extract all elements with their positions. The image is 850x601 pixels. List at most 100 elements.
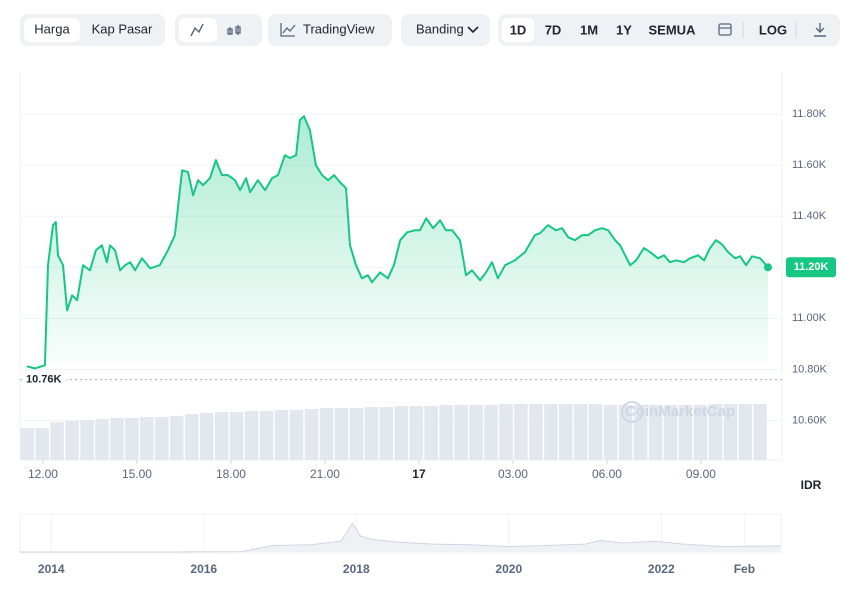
range-button[interactable]: SEMUA xyxy=(649,22,697,37)
volume-bar xyxy=(364,407,379,460)
volume-bar xyxy=(633,405,648,460)
line-icon xyxy=(190,23,204,37)
navigator-area xyxy=(20,523,781,552)
volume-bar xyxy=(738,404,753,460)
volume-bar xyxy=(214,412,229,460)
currency: IDR xyxy=(801,478,822,492)
navigator-tick-label: 2020 xyxy=(495,562,522,576)
compare-label[interactable]: Banding xyxy=(416,21,464,36)
x-tick-label: 03.00 xyxy=(498,467,528,481)
volume-bar xyxy=(409,406,423,460)
volume-bar xyxy=(618,405,633,460)
range-button[interactable]: 1Y xyxy=(616,22,632,37)
volume-bar xyxy=(229,412,244,460)
volume-bar xyxy=(274,410,289,460)
volume-bar xyxy=(125,418,139,460)
volume-bar xyxy=(110,418,124,460)
tv-icon xyxy=(280,23,296,37)
volume-bar xyxy=(648,405,663,460)
volume-bar xyxy=(200,413,214,460)
end-point xyxy=(764,263,772,272)
volume-bar xyxy=(304,409,319,460)
y-tick-label: 11.40K xyxy=(792,210,827,222)
volume-bar xyxy=(588,404,603,460)
tradingview-label[interactable]: TradingView xyxy=(303,21,375,36)
volume-bar xyxy=(319,408,334,460)
x-tick-label: 18.00 xyxy=(216,467,246,481)
candle-icon[interactable] xyxy=(227,25,241,35)
log-button[interactable]: LOG xyxy=(759,22,787,37)
volume-bar xyxy=(80,420,94,460)
navigator-tick-label: 2022 xyxy=(648,562,675,576)
navigator-tick-label: Feb xyxy=(734,562,755,576)
calendar-icon[interactable] xyxy=(718,23,732,36)
range-active[interactable] xyxy=(502,18,534,42)
volume-bar xyxy=(65,421,79,460)
y-tick-label: 10.60K xyxy=(792,414,828,426)
navigator-frame[interactable] xyxy=(19,513,782,554)
volume-bar xyxy=(289,410,304,460)
volume-bar xyxy=(334,408,349,460)
range-group xyxy=(498,14,840,46)
volume-bar xyxy=(544,404,558,460)
range-button[interactable]: 7D xyxy=(545,22,562,37)
navigator-tick-label: 2018 xyxy=(343,562,370,576)
volume-bar xyxy=(484,405,498,460)
volume-bar xyxy=(259,411,274,460)
navigator-tick-label: 2014 xyxy=(38,562,65,576)
volume-bar xyxy=(693,405,708,460)
volume-bar xyxy=(379,407,393,460)
baseline-label-bg xyxy=(22,371,66,388)
tab[interactable]: Kap Pasar xyxy=(92,21,153,36)
watermark-logo xyxy=(621,401,643,423)
volume-bar xyxy=(140,417,154,460)
tradingview-button[interactable] xyxy=(268,14,392,46)
range-button[interactable]: 1D xyxy=(510,22,527,37)
volume-bar xyxy=(514,404,528,460)
volume-bar xyxy=(349,408,364,460)
volume-bar xyxy=(454,405,468,460)
volume-bar xyxy=(663,405,678,460)
navigator-line xyxy=(20,522,782,553)
y-tick-label: 10.80K xyxy=(792,363,828,375)
volume-bar xyxy=(753,404,767,460)
x-tick-label: 17 xyxy=(412,467,426,481)
compare-button[interactable] xyxy=(401,14,490,46)
volume-bar xyxy=(708,404,723,460)
watermark: CoinMarketCap xyxy=(625,403,735,420)
volume-bar xyxy=(50,422,64,460)
x-tick-label: 06.00 xyxy=(592,467,622,481)
volume-bar xyxy=(244,411,259,460)
navigator-tick-label: 2016 xyxy=(190,562,217,576)
volume-bar xyxy=(529,404,543,460)
range-button[interactable]: 1M xyxy=(580,22,598,37)
x-tick-label: 21.00 xyxy=(310,467,340,481)
tab-active[interactable] xyxy=(24,18,80,42)
y-tick-label: 11.00K xyxy=(792,312,827,324)
volume-bar xyxy=(678,405,693,460)
volume-bar xyxy=(499,404,513,460)
volume-bar xyxy=(170,416,184,460)
volume-bar xyxy=(155,417,169,460)
line-button[interactable] xyxy=(179,18,217,42)
volume-bar xyxy=(394,406,408,460)
line xyxy=(26,115,769,370)
y-tick-label: 11.60K xyxy=(792,159,827,171)
download-icon[interactable] xyxy=(814,23,826,37)
volume-bar xyxy=(439,405,453,460)
volume-bar xyxy=(35,428,49,460)
baseline-label: 10.76K xyxy=(26,373,62,385)
x-tick-label: 15.00 xyxy=(122,467,152,481)
volume-bar xyxy=(424,406,438,460)
price-label: 11.20K xyxy=(794,261,829,273)
x-tick-label: 09.00 xyxy=(686,467,716,481)
volume-bar xyxy=(20,428,34,460)
x-tick-label: 12.00 xyxy=(28,467,58,481)
price-label-bg xyxy=(786,257,836,278)
area xyxy=(27,116,768,369)
volume-bar xyxy=(723,404,738,460)
volume-bar xyxy=(574,404,588,460)
chevron xyxy=(467,26,479,34)
tab[interactable]: Harga xyxy=(34,21,70,36)
